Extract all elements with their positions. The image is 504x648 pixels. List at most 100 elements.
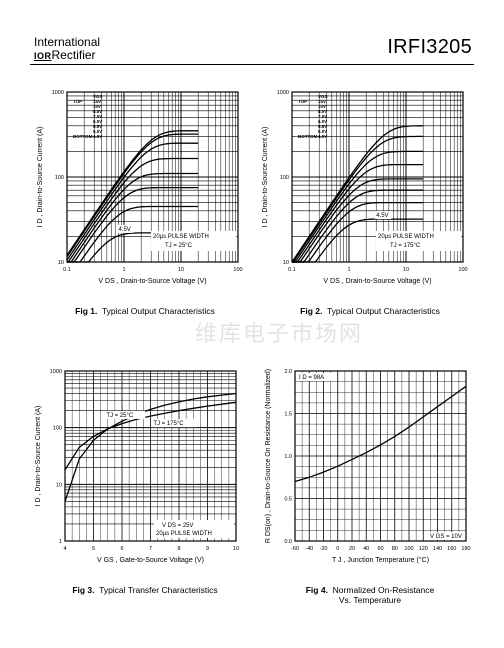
fig1-legend-value: 8.0V (93, 109, 102, 114)
fig2-xlabel: V DS , Drain-to-Source Voltage (V) (323, 278, 431, 285)
fig2-ytick-label: 100 (280, 175, 289, 181)
fig1-label-bg (117, 224, 134, 233)
fig4-xtick-label: 40 (363, 546, 369, 552)
fig2-legend-value: 15V (318, 99, 326, 104)
fig2-ylabel: I D , Drain-to-Source Current (A) (262, 127, 269, 228)
fig2-legend-value: 5.0V (318, 129, 327, 134)
fig1-curve-label: 4.5V (118, 227, 130, 233)
fig2-frame (291, 91, 464, 263)
brand-line2: Rectifier (51, 48, 96, 62)
fig1-series-line (67, 172, 199, 263)
fig3-xtick-label: 10 (233, 546, 239, 552)
fig1-legend-value: 15V (93, 99, 101, 104)
fig2-legend-value: 8.0V (318, 109, 327, 114)
fig3-grid (64, 371, 237, 542)
fig4-ylabel: R DS(on) , Drain-to-Source On Resistance… (265, 369, 272, 543)
fig2-annotation-bg (376, 231, 461, 251)
fig2-curve-label: 4.5V (376, 213, 388, 219)
fig4-ytick-label: 1.5 (284, 412, 292, 418)
fig4-frame (294, 370, 467, 542)
fig4-grid (294, 370, 467, 542)
fig4-ytick-label: 0.5 (284, 497, 292, 503)
fig4-xtick-label: 140 (433, 546, 442, 552)
fig2-series (291, 125, 424, 263)
fig2-xtick-label: 100 (458, 267, 467, 273)
fig1-series-line (66, 130, 199, 256)
fig1-series-line (67, 205, 199, 263)
fig2-series-line (292, 218, 424, 263)
fig2-xtick-label: 1 (347, 267, 350, 273)
fig2-label-bg (375, 211, 392, 220)
fig4-xtick-label: 20 (349, 546, 355, 552)
caption-fig4: Fig 4. Normalized On-Resistance Vs. Tempe… (305, 585, 435, 605)
fig2-annotation-pulse: 20µs PULSE WIDTH (378, 234, 434, 240)
fig3-annotation-vds: V DS = 25V (162, 523, 194, 529)
fig4-ytick-label: 2.0 (284, 369, 292, 375)
fig3-xtick-label: 9 (206, 546, 209, 552)
fig1-xlabel: V DS , Drain-to-Source Voltage (V) (98, 278, 206, 285)
fig2-legend-value: 10V (318, 104, 326, 109)
fig4-series-line (294, 385, 467, 483)
fig2-xtick-label: 0.1 (288, 267, 296, 273)
fig4-xtick-label: -20 (320, 546, 328, 552)
brand-logo: International IORRectifier (34, 36, 100, 63)
fig1-series-line (66, 157, 199, 263)
fig2-legend-value: 5.5V (318, 124, 327, 129)
fig3-xtick-label: 8 (177, 546, 180, 552)
fig3-series-line (64, 392, 237, 502)
fig1-legend-top: TOP (73, 99, 82, 104)
fig2-ytick-label: 1000 (277, 90, 289, 96)
caption-fig3: Fig 3. Typical Transfer Characteristics (72, 585, 218, 595)
fig4-annotation-id: I D = 98A (299, 375, 324, 381)
fig3-xtick-label: 4 (63, 546, 66, 552)
fig1-legend-header: VGS (93, 94, 103, 99)
fig1-annotation-tj: TJ = 25°C (165, 243, 193, 249)
caption-fig1: Fig 1. Typical Output Characteristics (75, 306, 215, 316)
fig3-frame (64, 370, 237, 542)
fig3-annotation-pulse: 20µs PULSE WIDTH (156, 531, 212, 537)
fig2-series-line (291, 135, 424, 263)
fig3-series-name: TJ = 25°C (106, 413, 134, 419)
fig4-xtick-label: 0 (336, 546, 339, 552)
fig1-legend-value: 5.5V (93, 124, 102, 129)
fig3-series-name: TJ = 175°C (153, 421, 184, 427)
fig1-legend-value: 10V (93, 104, 101, 109)
fig1-ytick-label: 10 (58, 260, 64, 266)
fig2-ytick-label: 10 (283, 260, 289, 266)
fig4-xtick-label: 100 (404, 546, 413, 552)
fig3-xtick-label: 7 (149, 546, 152, 552)
fig1-legend-value: 5.0V (93, 129, 102, 134)
fig4-xtick-label: 180 (461, 546, 470, 552)
fig2-legend-value: 7.0V (318, 114, 327, 119)
fig3-ytick-label: 1000 (50, 369, 62, 375)
fig4-xtick-label: 120 (419, 546, 428, 552)
fig4-ytick-label: 1.0 (284, 454, 292, 460)
fig3-label-bg (152, 419, 197, 428)
fig1-series-line (67, 186, 199, 263)
fig3-label-bg (105, 410, 146, 419)
fig2-series-line (292, 189, 424, 263)
fig2-series-line (292, 201, 424, 263)
fig3-xtick-label: 6 (120, 546, 123, 552)
fig2-series-line (292, 178, 424, 263)
fig2-xtick-label: 10 (403, 267, 409, 273)
fig2-series-line (292, 150, 424, 263)
fig1-xtick-label: 1 (122, 267, 125, 273)
fig1-legend-value: 7.0V (93, 114, 102, 119)
fig1-annotation-bg (151, 231, 236, 251)
brand-line1: International (34, 35, 101, 49)
fig4-xtick-label: 80 (392, 546, 398, 552)
fig3-series-line (64, 401, 237, 471)
fig4-series (294, 385, 467, 483)
ior-logo: IOR (34, 51, 52, 61)
watermark: 维库电子市场网 (195, 322, 364, 347)
caption-fig2: Fig 2. Typical Output Characteristics (300, 306, 440, 316)
fig4-ytick-label: 0.0 (284, 539, 292, 545)
header-rule (30, 64, 474, 65)
fig2-series-line (291, 125, 424, 263)
fig1-frame (66, 91, 239, 263)
fig1-legend-value: 6.0V (93, 119, 102, 124)
fig4-xtick-label: 160 (447, 546, 456, 552)
fig3-ytick-label: 1 (59, 539, 62, 545)
